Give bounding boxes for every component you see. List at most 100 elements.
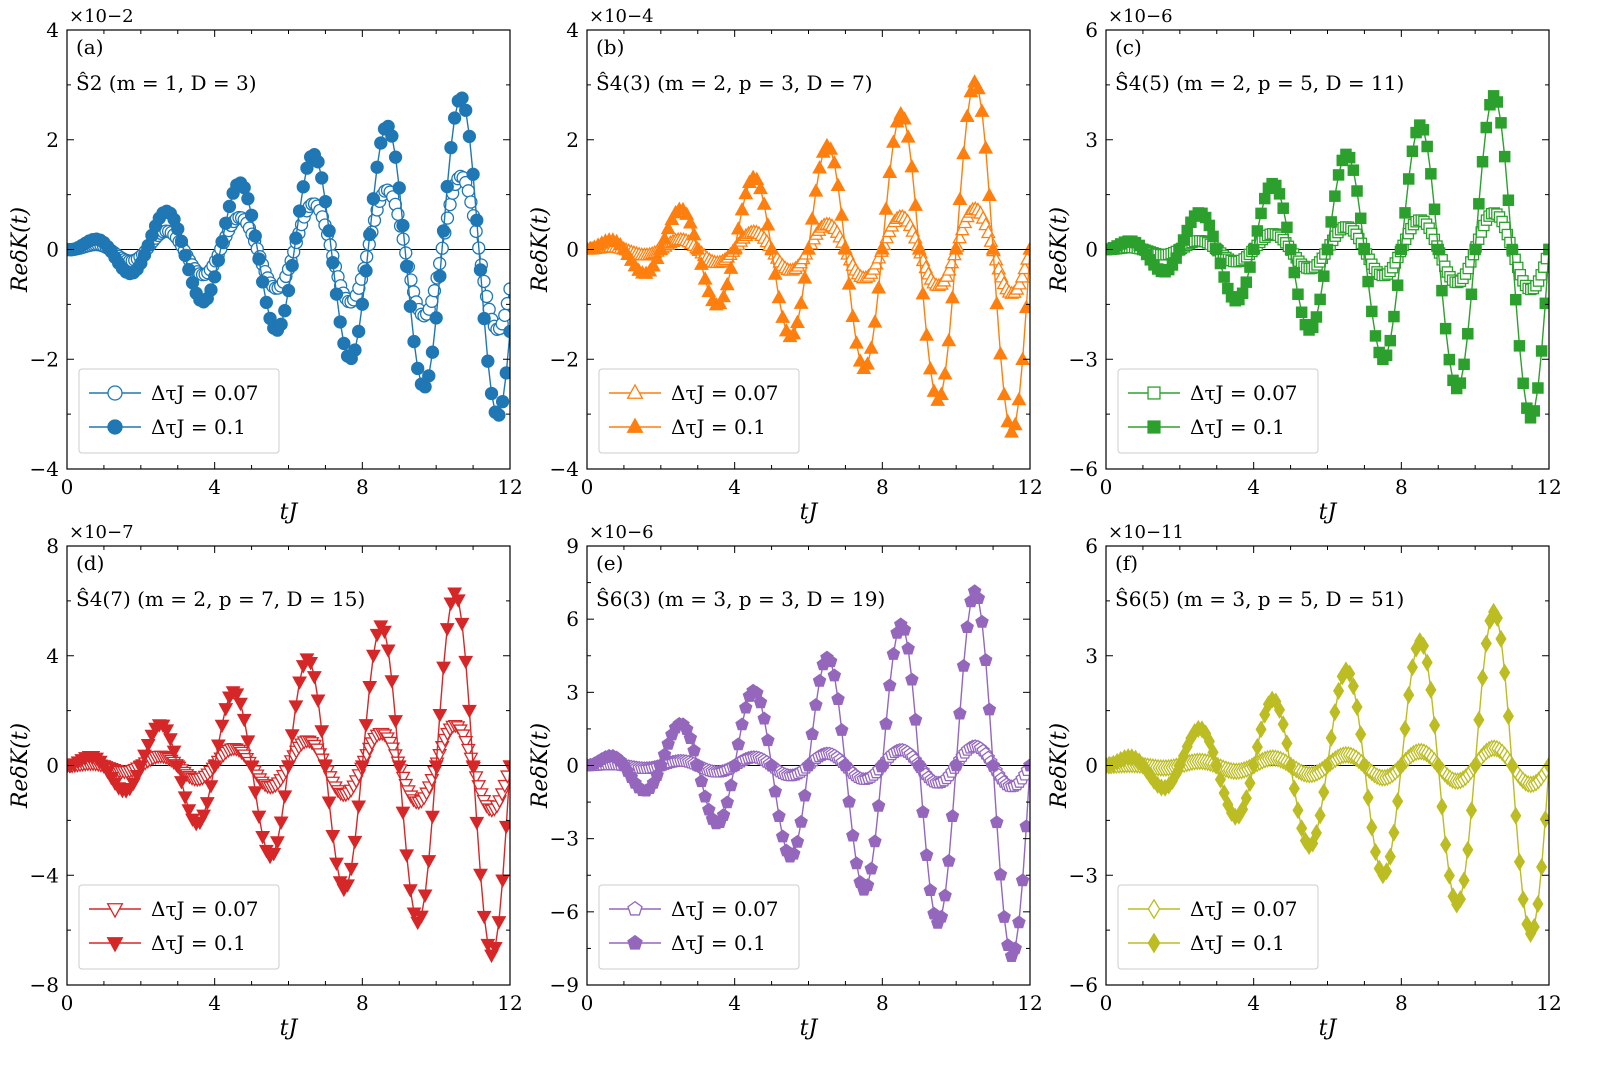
data-point [133,760,149,774]
data-point [443,597,459,611]
data-point [210,739,226,753]
data-point [1008,941,1022,955]
data-point [941,262,957,276]
data-point [428,760,444,774]
data-point [196,809,211,824]
data-point [683,731,698,744]
data-point [1214,257,1227,270]
series-dt-0-1 [1106,602,1549,943]
data-point [468,771,484,785]
data-point [1218,271,1230,283]
plot-data [1106,90,1549,424]
data-point [436,224,451,238]
series-dt-0-1 [587,74,1030,438]
data-point [325,830,341,844]
y-tick-label: 0 [46,754,59,778]
legend-label: ΔτJ = 0.1 [151,415,246,439]
data-point [1436,284,1448,297]
data-point [440,211,455,225]
data-point [1321,756,1334,775]
x-axis-label: tJ [280,1016,299,1041]
data-point [953,706,967,720]
data-point [178,248,192,262]
data-point [159,724,175,738]
data-point [233,697,248,712]
data-point [1288,266,1301,279]
legend: ΔτJ = 0.07 ΔτJ = 0.1 [1117,368,1319,454]
data-point [749,171,765,186]
series-dt-0-1 [587,584,1030,962]
plot-data [1106,602,1549,943]
data-point [432,256,447,271]
data-point [867,314,883,328]
data-point [1462,328,1474,340]
data-point [204,283,218,297]
data-point [1388,310,1400,323]
data-point [838,758,853,772]
data-point [248,229,262,243]
data-point [657,230,672,245]
data-point [1310,311,1323,323]
data-point [218,703,234,717]
x-tick-label: 12 [1536,475,1561,499]
data-point [701,283,717,298]
data-point [461,184,475,198]
data-point [211,253,226,267]
legend-marker [626,383,644,399]
data-point [863,340,879,354]
data-point [942,853,956,867]
data-point [1347,164,1360,176]
data-point [912,758,927,772]
y-tick-label: −4 [550,457,579,481]
data-point [285,258,299,273]
x-axis-label: tJ [800,1016,819,1041]
data-point [982,702,997,716]
data-point [363,227,377,242]
data-point [716,808,731,821]
data-point [140,739,156,753]
data-point [1491,96,1504,108]
data-point [380,644,396,658]
legend-marker [1147,932,1161,954]
data-point [809,697,823,711]
data-point [846,828,860,842]
data-point [937,366,953,380]
data-point [830,177,846,192]
data-point [1395,243,1408,256]
data-point [495,394,510,409]
data-point [502,760,510,774]
data-point [919,327,935,341]
data-point [392,181,406,195]
x-tick-label: 0 [581,475,594,499]
data-point [318,194,333,209]
data-point [1473,198,1485,210]
data-point [1425,168,1437,180]
data-point [1517,890,1529,909]
operator-label: Ŝ2 (m = 1, D = 3) [76,70,257,95]
y-tick-label: 0 [566,238,579,262]
data-point [860,356,875,370]
data-point [757,711,771,725]
data-point [244,760,259,774]
data-point [1244,774,1256,793]
data-point [922,360,938,375]
data-point [170,760,186,774]
x-tick-label: 4 [208,991,221,1015]
data-point [1358,243,1371,256]
data-point [981,187,997,202]
x-tick-label: 12 [1017,475,1042,499]
data-point [1513,340,1526,352]
data-point [897,111,912,125]
data-point [975,614,989,628]
data-point [422,369,436,383]
data-point [1513,852,1526,871]
data-point [1362,788,1374,807]
data-point [897,622,912,636]
data-point [427,284,442,298]
data-point [723,260,739,274]
data-point [1502,707,1514,726]
legend-marker [627,934,643,950]
data-point [756,196,772,210]
data-point [934,909,949,923]
data-point [1528,405,1540,417]
